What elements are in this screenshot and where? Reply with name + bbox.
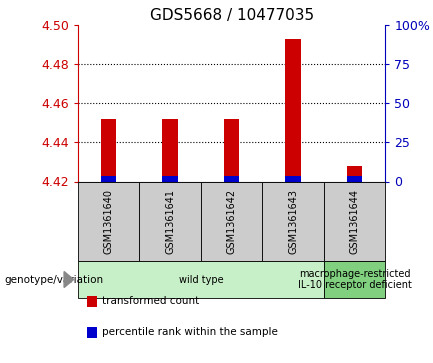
Text: GSM1361641: GSM1361641 [165,189,175,254]
Bar [324,182,385,261]
Bar [101,119,116,182]
Bar [347,176,362,182]
Bar [285,176,301,182]
Text: GSM1361644: GSM1361644 [349,189,360,254]
Bar [162,119,178,182]
Bar [324,261,385,298]
Bar [101,176,116,182]
Bar [201,182,262,261]
Text: GSM1361643: GSM1361643 [288,189,298,254]
Bar [262,182,324,261]
Text: GSM1361640: GSM1361640 [103,189,114,254]
Bar [139,182,201,261]
Bar [78,261,324,298]
Text: wild type: wild type [178,274,223,285]
Bar [285,39,301,182]
Text: GSM1361642: GSM1361642 [226,189,237,254]
Text: transformed count: transformed count [102,296,199,306]
Bar [162,176,178,182]
Bar [224,176,239,182]
Bar [224,119,239,182]
Bar [347,166,362,182]
Text: genotype/variation: genotype/variation [4,274,103,285]
Title: GDS5668 / 10477035: GDS5668 / 10477035 [149,8,314,23]
Text: macrophage-restricted
IL-10 receptor deficient: macrophage-restricted IL-10 receptor def… [298,269,411,290]
Text: percentile rank within the sample: percentile rank within the sample [102,327,278,337]
Bar [78,182,139,261]
